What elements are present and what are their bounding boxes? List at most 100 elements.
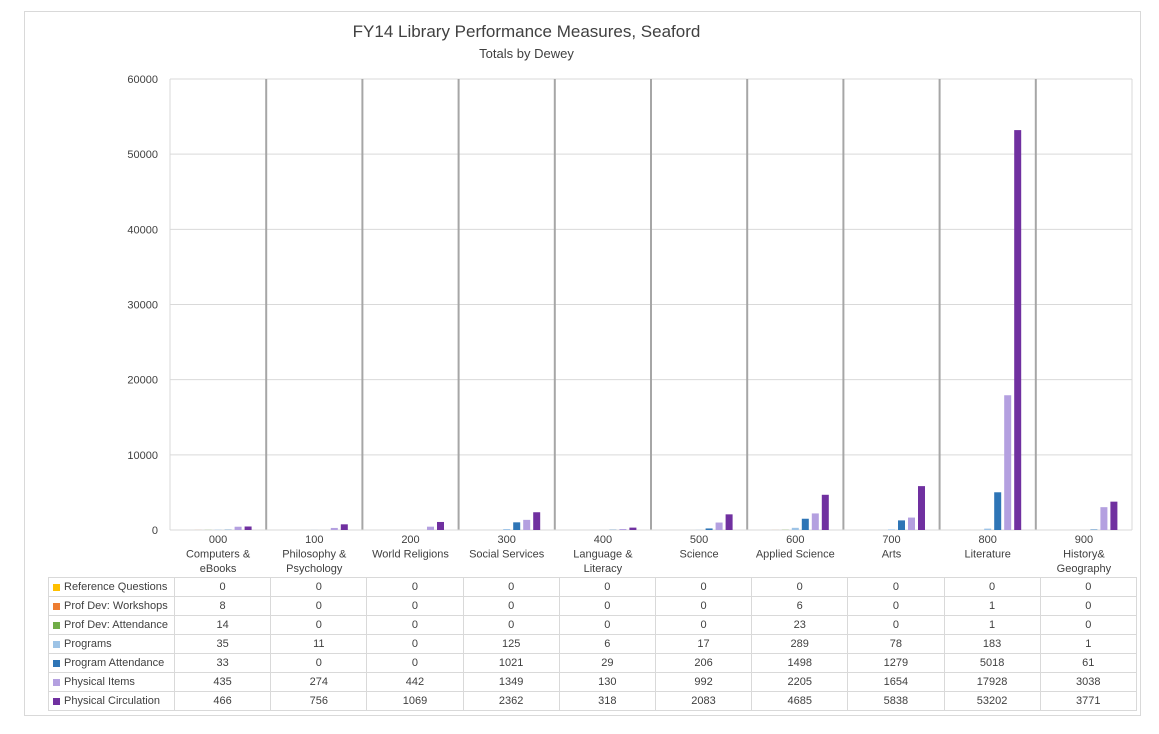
- data-label: 0: [1039, 577, 1137, 597]
- table-row: Reference Questions 0 0 0 0 0 0 0 0 0 0: [48, 577, 1137, 597]
- data-label: 0: [847, 577, 945, 597]
- data-label: 756: [270, 691, 368, 711]
- data-label: 23: [751, 615, 849, 635]
- data-label: 130: [558, 672, 656, 692]
- category-label: World Religions: [372, 549, 449, 561]
- bar: [791, 527, 799, 530]
- legend-label: Prof Dev: Attendance: [64, 619, 168, 631]
- data-label: 0: [173, 577, 272, 597]
- legend-label: Physical Circulation: [64, 695, 160, 707]
- bar: [244, 526, 252, 530]
- data-label: 78: [847, 634, 945, 654]
- chart-frame: [24, 11, 1141, 716]
- data-label: 1: [1039, 634, 1137, 654]
- category-label: 500: [690, 534, 708, 546]
- bar: [705, 528, 713, 530]
- legend-entry: Programs: [48, 634, 175, 654]
- data-label: 0: [366, 615, 464, 635]
- category-label: Science: [680, 549, 719, 561]
- y-tick-label: 20000: [127, 375, 158, 387]
- data-label: 206: [654, 653, 753, 673]
- category-label: 200: [401, 534, 419, 546]
- legend-swatch: [53, 602, 60, 610]
- y-tick-label: 10000: [127, 450, 158, 462]
- data-label: 0: [366, 653, 464, 673]
- bar: [888, 529, 895, 530]
- legend-label: Reference Questions: [64, 581, 168, 593]
- data-label: 1654: [847, 672, 945, 692]
- data-label: 0: [558, 596, 656, 616]
- category-label: Language &: [573, 549, 633, 561]
- bar: [523, 519, 531, 530]
- data-label: 992: [654, 672, 753, 692]
- legend-swatch: [53, 583, 60, 591]
- data-label: 61: [1039, 653, 1137, 673]
- legend-label: Programs: [64, 638, 112, 650]
- category-label: 600: [786, 534, 804, 546]
- category-label: 900: [1075, 534, 1093, 546]
- data-label: 1: [943, 615, 1041, 635]
- table-row: Program Attendance 33 0 0 1021 29 206 1498 1279 5…: [48, 653, 1137, 673]
- data-label: 11: [270, 634, 368, 654]
- category-label: Philosophy &: [282, 549, 347, 561]
- legend-entry: Reference Questions: [48, 577, 175, 597]
- data-label: 0: [1039, 615, 1137, 635]
- category-label: 700: [882, 534, 900, 546]
- category-label: 800: [979, 534, 997, 546]
- y-tick-label: 40000: [127, 224, 158, 236]
- category-label: Arts: [882, 549, 902, 561]
- data-label: 53202: [943, 691, 1041, 711]
- data-label: 0: [847, 596, 945, 616]
- bar: [984, 528, 992, 530]
- category-label: Literacy: [584, 563, 623, 575]
- legend-entry: Physical Items: [48, 672, 175, 692]
- y-tick-label: 0: [152, 525, 158, 537]
- data-label: 1021: [462, 653, 560, 673]
- bar: [533, 512, 541, 530]
- table-row: Prof Dev: Workshops 8 0 0 0 0 0 6 0 1 0: [48, 596, 1137, 616]
- y-tick-label: 60000: [127, 74, 158, 86]
- data-label: 1: [943, 596, 1041, 616]
- bar: [1004, 395, 1012, 530]
- data-label: 29: [558, 653, 656, 673]
- category-label: 100: [305, 534, 323, 546]
- category-label: Computers &: [186, 549, 251, 561]
- bar: [898, 520, 905, 530]
- data-label: 35: [173, 634, 272, 654]
- data-label: 8: [173, 596, 272, 616]
- legend-swatch: [53, 640, 60, 648]
- category-label: Applied Science: [756, 549, 835, 561]
- bar: [725, 514, 733, 530]
- table-row: Programs 35 11 0 125 6 17 289 78 183 1: [48, 634, 1137, 654]
- bar: [811, 513, 819, 530]
- table-row: Physical Items 435 274 442 1349 130 992 2205 165…: [48, 672, 1137, 692]
- data-label: 0: [270, 615, 368, 635]
- data-label: 2362: [462, 691, 560, 711]
- category-label: 300: [498, 534, 516, 546]
- data-label: 2205: [751, 672, 849, 692]
- y-tick-label: 30000: [127, 300, 158, 312]
- legend-entry: Program Attendance: [48, 653, 175, 673]
- data-label: 0: [270, 596, 368, 616]
- legend-entry: Prof Dev: Attendance: [48, 615, 175, 635]
- bar: [340, 524, 348, 530]
- bar: [1110, 501, 1118, 530]
- data-label: 0: [462, 615, 560, 635]
- data-label: 0: [366, 634, 464, 654]
- chart-subtitle: Totals by Dewey: [479, 46, 574, 61]
- data-label: 4685: [751, 691, 849, 711]
- legend-label: Prof Dev: Workshops: [64, 600, 168, 612]
- bar: [619, 529, 627, 530]
- bar: [715, 522, 723, 530]
- bar: [629, 527, 637, 530]
- category-label: History&: [1063, 549, 1105, 561]
- table-row: Prof Dev: Attendance 14 0 0 0 0 0 23 0 1 0: [48, 615, 1137, 635]
- data-label: 0: [847, 615, 945, 635]
- data-label: 466: [173, 691, 272, 711]
- data-label: 33: [173, 653, 272, 673]
- table-row: Physical Circulation 466 756 1069 2362 318 208…: [48, 691, 1137, 711]
- data-label: 1349: [462, 672, 560, 692]
- bar: [234, 526, 242, 530]
- bar: [330, 527, 338, 530]
- data-label: 289: [751, 634, 849, 654]
